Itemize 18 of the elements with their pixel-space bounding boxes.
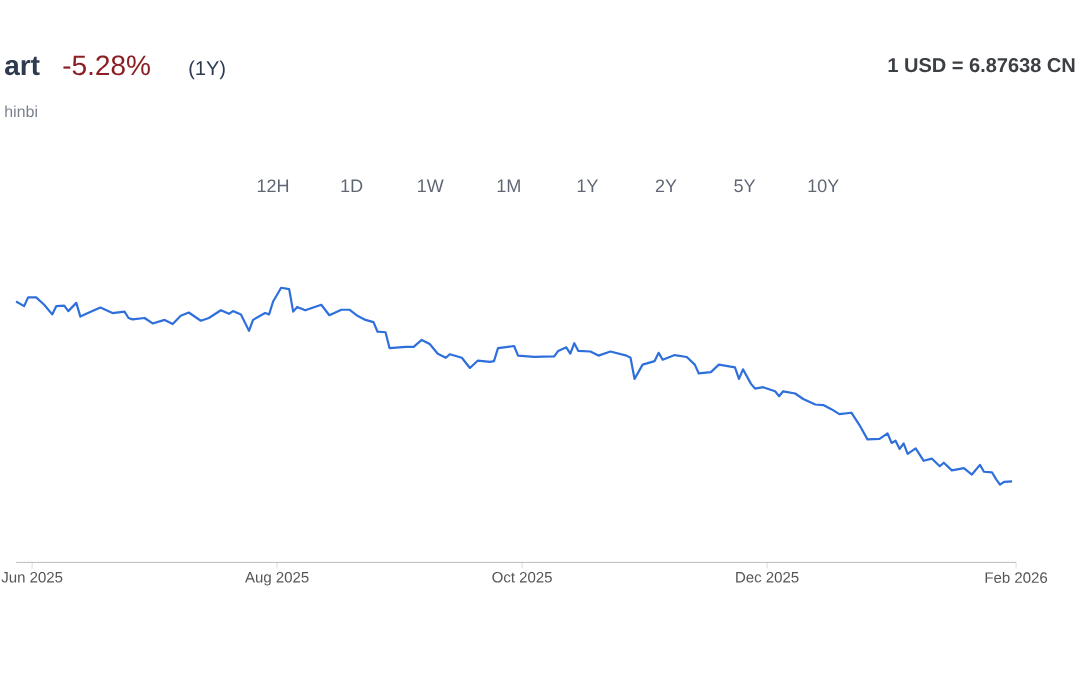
x-tick-label: Dec 2025: [736, 571, 799, 583]
x-tick-label: Oct 2025: [492, 571, 552, 583]
text: 1D: [341, 179, 363, 192]
text: 1Y: [577, 179, 599, 192]
x-tick-label: Jun 2025: [1, 571, 63, 583]
text: 10Y: [808, 179, 839, 193]
text: 2Y: [655, 179, 677, 192]
chart-title: art: [5, 56, 40, 76]
text: 12H: [257, 179, 289, 192]
text: -5.28%: [63, 55, 150, 76]
x-tick-label: Feb 2026: [985, 571, 1048, 583]
text: 1W: [418, 179, 444, 192]
text: 1 USD = 6.87638 CN: [888, 58, 1075, 73]
text: hinbi: [5, 105, 37, 118]
x-tick-label: Aug 2025: [245, 571, 309, 586]
text: 1M: [497, 179, 520, 192]
text: (1Y): [189, 60, 225, 80]
text: 5Y: [734, 179, 756, 193]
